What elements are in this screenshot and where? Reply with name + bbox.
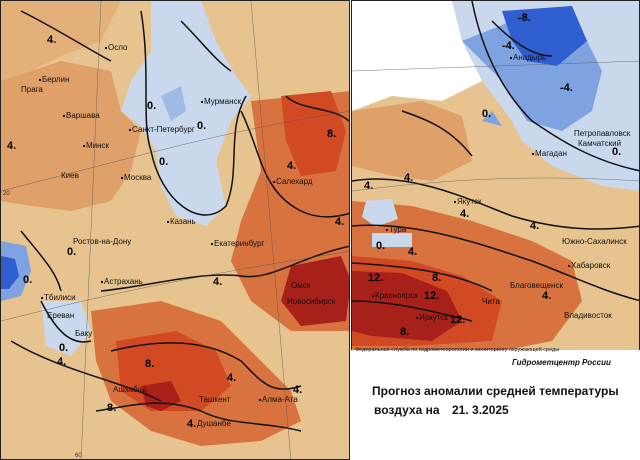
city-kiev: Киев xyxy=(61,171,79,180)
city-khabarovsk: Хабаровск xyxy=(568,261,610,270)
city-krasnoyarsk: Красноярск xyxy=(372,291,418,300)
iso-label: 4. xyxy=(542,290,552,302)
city-warsaw: Варшава xyxy=(63,111,100,120)
iso-label: 0. xyxy=(482,108,492,120)
city-moscow: Москва xyxy=(121,173,151,182)
iso-label: 12. xyxy=(450,314,466,326)
city-chita: Чита xyxy=(482,297,500,306)
iso-label: 4. xyxy=(364,180,374,192)
map-panel-east: Анадырь Петропавловск Камчатский Магадан… xyxy=(351,0,640,350)
iso-label: 8. xyxy=(107,402,117,414)
city-oslo: Осло xyxy=(105,43,127,52)
iso-label: -4. xyxy=(502,40,515,52)
iso-label: 4. xyxy=(57,356,67,368)
grid-label: 60 xyxy=(75,453,82,459)
iso-label: 0. xyxy=(59,342,69,354)
iso-label: 4. xyxy=(187,418,197,430)
iso-label: 8. xyxy=(327,128,337,140)
iso-label: 8. xyxy=(400,326,410,338)
map-title-line2: воздуха на xyxy=(374,403,440,417)
iso-label: -8. xyxy=(518,12,531,24)
city-anadyr: Анадырь xyxy=(510,53,546,62)
agency-name: Федеральная служба по гидрометеорологии … xyxy=(355,347,560,353)
brand-name: Гидрометцентр России xyxy=(512,358,611,367)
iso-label: 4. xyxy=(7,140,17,152)
city-vladivostok: Владивосток xyxy=(564,311,612,320)
city-rostov: Ростов-на-Дону xyxy=(73,237,132,246)
iso-label: 0. xyxy=(612,146,622,158)
city-salekhard: Салехард xyxy=(273,177,313,186)
city-ashgabat: Ашхабад xyxy=(113,385,147,394)
iso-label: 4. xyxy=(213,276,223,288)
iso-label: 4. xyxy=(335,216,345,228)
iso-label: 4. xyxy=(293,384,303,396)
grid-label: 20 xyxy=(3,191,10,197)
city-almaty: Алма-Ата xyxy=(259,395,298,404)
city-novosibirsk: Новосибирск xyxy=(287,297,336,306)
iso-label: 0. xyxy=(376,240,386,252)
iso-label: 0. xyxy=(23,274,33,286)
forecast-date: 21. 3.2025 xyxy=(452,403,509,417)
iso-label: 12. xyxy=(424,290,440,302)
city-yakutsk: Якутск xyxy=(454,197,481,206)
iso-label: 4. xyxy=(460,208,470,220)
city-kamchatsky: Камчатский xyxy=(578,139,622,148)
city-blagoveshchensk: Благовещенск xyxy=(510,281,563,290)
iso-label: 0. xyxy=(147,100,157,112)
city-berlin: Берлин xyxy=(39,75,69,84)
iso-label: 4. xyxy=(408,246,418,258)
city-omsk: Омск xyxy=(291,281,311,290)
east-anomaly-map xyxy=(352,1,639,350)
iso-label: 0. xyxy=(197,120,207,132)
city-erevan: Ереван xyxy=(47,311,75,320)
city-tashkent: Ташкент xyxy=(199,395,231,404)
map-title: Прогноз аномалии средней температуры xyxy=(372,384,619,398)
iso-label: 12. xyxy=(368,272,384,284)
iso-label: 8. xyxy=(432,272,442,284)
iso-label: 4. xyxy=(227,372,237,384)
city-petropavlovsk: Петропавловск xyxy=(574,129,631,138)
iso-label: 0. xyxy=(159,156,169,168)
legend-area xyxy=(351,350,640,460)
city-yuzhno: Южно-Сахалинск xyxy=(562,237,627,246)
west-anomaly-map xyxy=(1,1,349,459)
city-dushanbe: Душанбе xyxy=(197,419,231,428)
city-tura: Тура xyxy=(386,225,406,234)
city-astrakhan: Астрахань xyxy=(101,277,143,286)
city-kazan: Казань xyxy=(167,217,196,226)
map-panel-west: Осло Берлин Прага Варшава Мурманск Санкт… xyxy=(0,0,350,460)
iso-label: 0. xyxy=(67,246,77,258)
iso-label: -4. xyxy=(560,82,573,94)
iso-label: 4. xyxy=(404,172,414,184)
city-irkutsk: Иркутск xyxy=(416,313,448,322)
city-baku: Баку xyxy=(75,329,93,338)
iso-label: 8. xyxy=(145,358,155,370)
city-spb: Санкт-Петербург xyxy=(129,125,195,134)
iso-label: 4. xyxy=(287,160,297,172)
city-murmansk: Мурманск xyxy=(201,97,241,106)
city-magadan: Магадан xyxy=(532,149,567,158)
city-minsk: Минск xyxy=(83,141,109,150)
iso-label: 4. xyxy=(530,220,540,232)
city-praga: Прага xyxy=(21,85,43,94)
iso-label: 4. xyxy=(47,34,57,46)
city-tbilisi: Тбилиси xyxy=(41,293,76,302)
city-ekaterinburg: Екатеринбург xyxy=(211,239,264,248)
